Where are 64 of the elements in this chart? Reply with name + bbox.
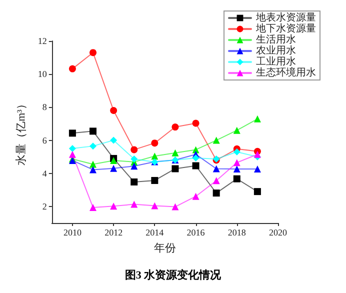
point	[212, 165, 220, 172]
legend-label: 工业用水	[256, 56, 296, 68]
point	[212, 190, 220, 197]
point	[233, 159, 240, 166]
point	[233, 126, 240, 134]
legend-label: 地表水资源量	[255, 12, 316, 24]
point	[68, 145, 76, 152]
point	[254, 188, 261, 196]
point	[130, 155, 138, 162]
point	[90, 128, 97, 135]
legend-label: 生态环境用水	[256, 66, 316, 78]
point	[192, 192, 200, 200]
x-tick-label: 2014	[146, 228, 164, 238]
point	[172, 165, 179, 172]
point	[192, 120, 200, 127]
point	[90, 49, 97, 56]
point	[90, 160, 97, 168]
point	[151, 202, 158, 210]
y-tick-label: 10	[38, 69, 48, 80]
point	[172, 203, 179, 210]
point	[254, 115, 261, 122]
y-tick-label: 2	[42, 201, 47, 212]
x-tick-label: 2018	[228, 228, 246, 238]
y-tick-label: 6	[42, 135, 48, 146]
point	[192, 154, 200, 162]
point	[151, 176, 158, 184]
legend-label: 生活用水	[256, 34, 296, 46]
point	[172, 124, 179, 131]
y-tick-label: 8	[42, 102, 48, 112]
point	[90, 204, 97, 211]
point	[68, 130, 76, 137]
x-axis-title: 年份	[154, 242, 176, 254]
x-tick-label: 2012	[104, 228, 123, 238]
point	[90, 142, 97, 150]
point	[130, 146, 138, 154]
point	[130, 178, 138, 186]
point	[151, 140, 158, 147]
point	[68, 65, 76, 72]
point	[130, 200, 138, 208]
x-tick-label: 2020	[269, 228, 288, 238]
point	[233, 166, 240, 173]
point	[254, 150, 261, 158]
x-tick-label: 2010	[63, 228, 82, 238]
point	[110, 106, 118, 114]
point	[90, 166, 97, 174]
point	[192, 162, 200, 170]
legend-label: 农业用水	[256, 44, 296, 56]
x-tick-label: 2016	[186, 228, 206, 238]
y-tick-label: 4	[42, 168, 48, 178]
point	[233, 148, 240, 156]
point	[110, 136, 118, 144]
point	[172, 149, 179, 156]
caption: 图3 水资源变化情况	[124, 268, 222, 282]
y-axis-title: 水量（亿m³）	[14, 98, 28, 166]
point	[110, 164, 118, 172]
point	[68, 150, 76, 158]
point	[254, 166, 261, 173]
y-tick-label: 12	[38, 36, 47, 46]
point	[110, 202, 118, 210]
point	[130, 162, 138, 170]
point	[212, 136, 220, 144]
point	[212, 177, 220, 184]
legend-label: 地下水资源量	[255, 22, 316, 34]
point	[233, 175, 240, 182]
